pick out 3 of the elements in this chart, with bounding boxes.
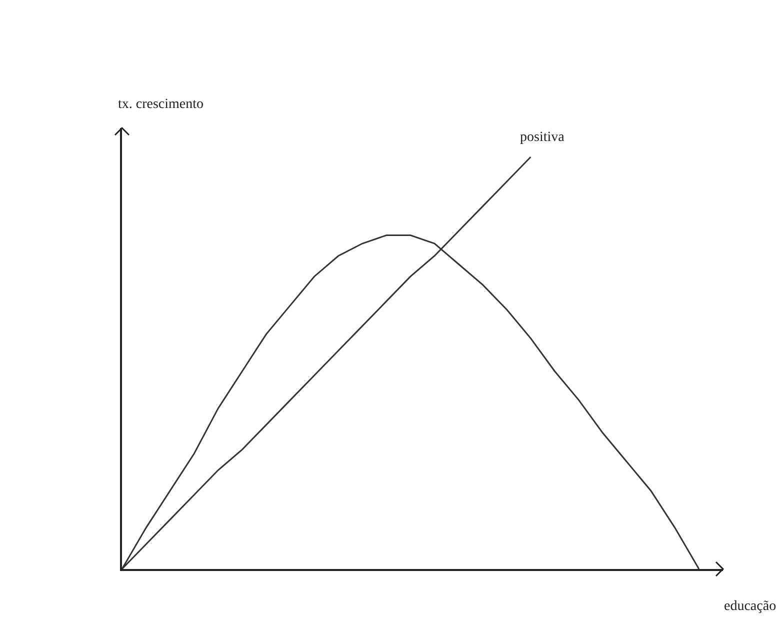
y-axis-title: tx. crescimento bbox=[118, 97, 204, 112]
x-axis-title: educação bbox=[724, 599, 776, 614]
series-label: positiva bbox=[520, 130, 566, 145]
